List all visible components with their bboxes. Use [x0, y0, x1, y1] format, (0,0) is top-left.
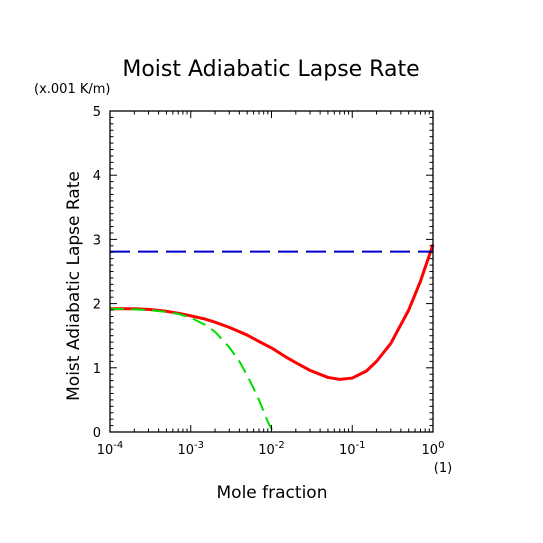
y-axis-label: Moist Adiabatic Lapse Rate — [64, 171, 84, 401]
chart-subtitle: (x.001 K/m) — [34, 82, 110, 97]
ticks-layer — [109, 110, 434, 433]
x-tick-label: 100 — [422, 440, 445, 458]
x-tick-label: 10-2 — [258, 440, 285, 458]
x-tick-label: 10-1 — [339, 440, 366, 458]
y-tick-label: 2 — [93, 298, 101, 313]
chart-title: Moist Adiabatic Lapse Rate — [122, 57, 419, 82]
x-axis-label: Mole fraction — [217, 483, 328, 503]
x-tick-label: 10-3 — [177, 440, 204, 458]
y-tick-label: 4 — [93, 169, 101, 184]
series-layer — [109, 244, 435, 433]
y-tick-label: 3 — [93, 233, 101, 248]
y-tick-label: 0 — [93, 426, 101, 441]
series-line-2 — [109, 307, 275, 433]
y-tick-label: 5 — [93, 105, 101, 120]
x-tick-label: 10-4 — [97, 440, 124, 458]
x-axis-unit: (1) — [434, 461, 452, 476]
labels-layer: 0 1 2 3 4 5 10-4 10-3 10-2 10-1 100 — [93, 105, 445, 458]
y-tick-label: 1 — [93, 362, 101, 377]
plot-frame — [109, 110, 434, 433]
